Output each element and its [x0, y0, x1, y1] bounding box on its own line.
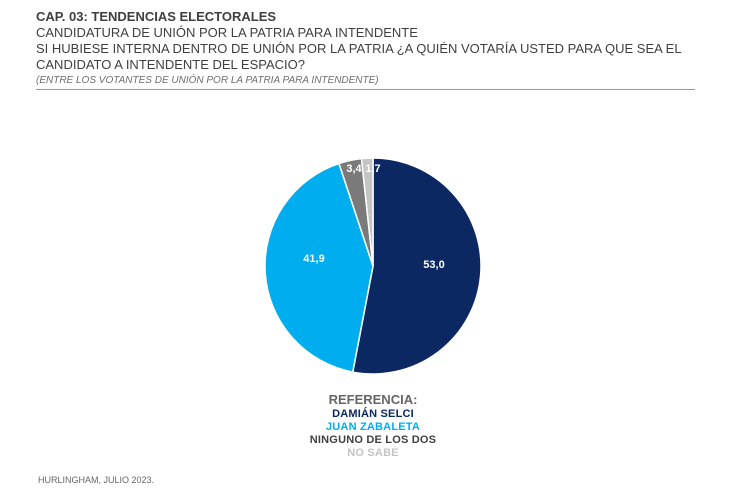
legend-item-ninguno: NINGUNO DE LOS DOS: [309, 434, 437, 446]
header: CAP. 03: TENDENCIAS ELECTORALES CANDIDAT…: [36, 9, 696, 87]
topic-line: CANDIDATURA DE UNIÓN POR LA PATRIA PARA …: [36, 25, 418, 40]
data-label-no-sabe: 1,7: [365, 163, 380, 175]
slice-juan-zabaleta: [264, 162, 374, 373]
legend-title: REFERENCIA:: [328, 392, 418, 407]
slice-no-sabe: [360, 157, 374, 267]
data-label-damian-selci: 53,0: [423, 259, 444, 271]
question-line-2: CANDIDATO A INTENDENTE DEL ESPACIO?: [36, 57, 305, 72]
legend-item-selci: DAMIÁN SELCI: [332, 408, 414, 420]
population-note: (ENTRE LOS VOTANTES DE UNIÓN POR LA PATR…: [36, 75, 379, 86]
question-line-1: SI HUBIESE INTERNA DENTRO DE UNIÓN POR L…: [36, 41, 682, 56]
slice-damian-selci: [351, 157, 482, 375]
header-divider: [36, 89, 695, 90]
legend-item-no-sabe: NO SABE: [347, 447, 399, 459]
footer-source: HURLINGHAM, JULIO 2023.: [38, 475, 155, 485]
data-label-juan-zabaleta: 41,9: [303, 253, 324, 265]
legend: REFERENCIA: DAMIÁN SELCI JUAN ZABALETA N…: [273, 392, 473, 460]
chapter-title: CAP. 03: TENDENCIAS ELECTORALES: [36, 9, 277, 24]
legend-item-zabaleta: JUAN ZABALETA: [325, 421, 421, 433]
pie-chart: 53,0 41,9 3,4 1,7: [264, 157, 482, 375]
data-label-ninguno: 3,4: [346, 163, 362, 175]
